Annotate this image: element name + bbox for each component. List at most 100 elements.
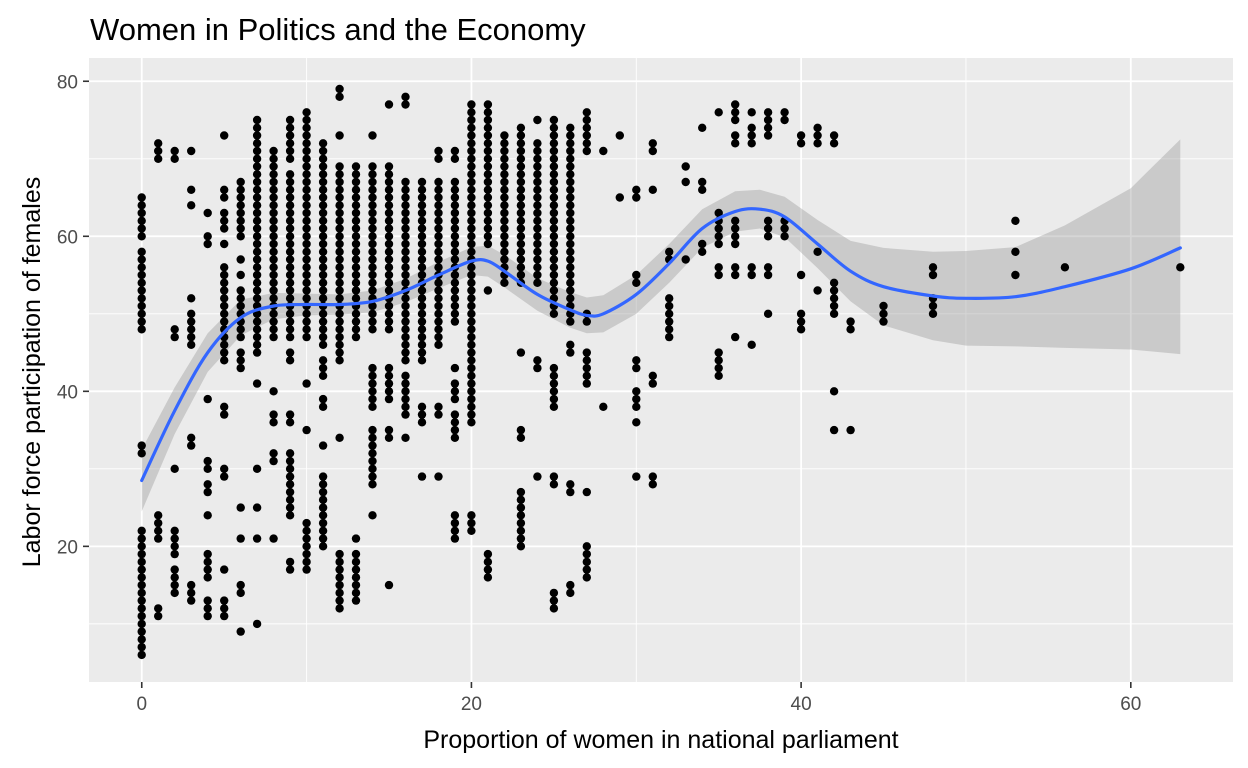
data-point [714,363,723,373]
data-point [450,232,460,241]
data-point [747,270,756,280]
data-point [384,224,394,233]
data-point [203,239,212,249]
data-point [203,573,212,582]
data-point [318,294,328,303]
data-point [549,193,559,202]
data-point [549,123,559,132]
data-point [483,123,493,132]
data-point [467,100,476,109]
data-point [252,193,262,202]
data-point [302,201,311,210]
data-point [220,317,229,326]
data-point [154,139,163,148]
data-point [351,596,361,605]
data-point [220,224,229,233]
data-point [285,449,295,458]
data-point [434,340,443,349]
data-point [285,495,295,504]
data-point [220,301,229,311]
data-point [269,247,278,256]
data-point [516,193,526,202]
data-point [318,177,328,187]
data-point [318,542,328,551]
data-point [467,526,476,535]
data-point [351,208,361,218]
data-point [252,115,262,125]
data-point [566,216,575,225]
data-point [533,177,542,187]
data-point [137,294,146,303]
data-point [285,139,295,148]
data-point [236,208,245,218]
data-point [318,356,328,365]
data-point [450,286,460,295]
data-point [285,239,295,249]
data-point [467,239,476,249]
data-point [318,208,328,218]
data-point [500,170,509,179]
data-point [335,549,344,559]
data-point [335,573,344,582]
data-point [417,325,427,334]
data-point [500,146,509,156]
data-point [384,433,394,442]
data-point [467,340,476,349]
data-point [434,185,443,194]
data-point [632,356,641,365]
data-point [318,170,328,179]
data-point [632,363,641,373]
data-point [401,309,410,318]
data-point [252,340,262,349]
data-point [401,216,410,225]
data-point [467,123,476,132]
data-point [318,201,328,210]
data-point [285,565,295,574]
data-point [450,511,460,520]
data-point [351,573,361,582]
data-point [467,170,476,179]
data-point [401,92,410,102]
data-point [384,387,394,396]
data-point [483,170,493,179]
data-point [417,201,427,210]
data-point [813,123,822,132]
data-point [928,301,938,311]
data-point [780,115,789,125]
data-point [582,363,591,373]
data-point [335,348,344,357]
data-point [220,193,229,202]
data-point [533,239,542,249]
data-point [516,162,526,171]
data-point [252,162,262,171]
data-point [467,379,476,388]
data-point [500,185,509,194]
data-point [285,332,295,342]
data-point [434,301,443,311]
data-point [648,371,657,380]
data-point [533,201,542,210]
data-point [187,309,196,318]
data-point [236,216,245,225]
data-point [549,255,559,264]
data-point [220,294,229,303]
data-point [549,139,559,148]
data-point [285,123,295,132]
data-point [302,108,311,117]
data-point [566,278,575,287]
data-point [335,309,344,318]
data-point [467,270,476,280]
data-point [796,270,806,280]
data-point [285,325,295,334]
data-point [351,278,361,287]
data-point [384,325,394,334]
data-point [203,232,212,241]
data-point [318,325,328,334]
data-point [516,216,526,225]
data-point [714,348,723,357]
data-point [632,472,641,481]
data-point [252,534,262,543]
data-point [302,518,311,528]
data-point [1011,247,1020,256]
data-point [500,208,509,218]
